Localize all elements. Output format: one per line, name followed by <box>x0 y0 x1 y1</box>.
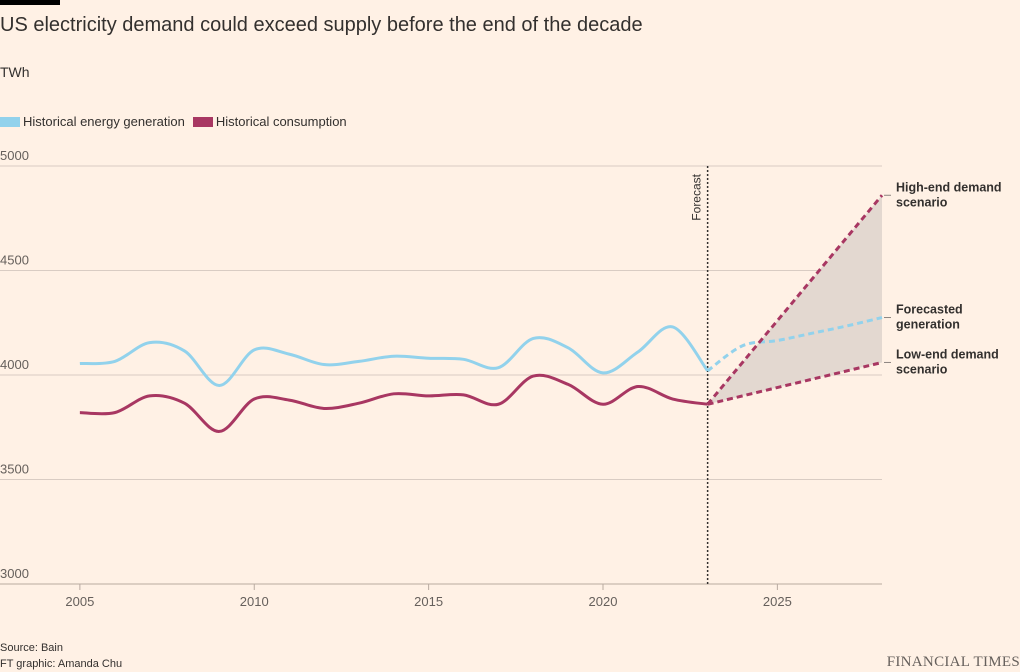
y-axis-unit: TWh <box>0 64 30 80</box>
y-tick-label: 5000 <box>0 148 29 163</box>
annotation-label: scenario <box>896 195 948 209</box>
ft-brand-logo: FINANCIAL TIMES <box>886 654 1020 670</box>
y-tick-label: 3000 <box>0 566 29 581</box>
annotation-label: scenario <box>896 362 948 376</box>
y-tick-label: 4500 <box>0 253 29 268</box>
series-line-historical-consumption <box>79 373 708 433</box>
legend-item-consumption: Historical consumption <box>192 114 347 129</box>
series-line-low-end-demand <box>707 361 883 406</box>
x-tick-label: 2025 <box>763 594 792 609</box>
x-tick-label: 2010 <box>240 594 269 609</box>
annotation-label: Low-end demand <box>896 347 999 361</box>
x-tick-label: 2005 <box>65 594 94 609</box>
ft-top-bar <box>0 0 60 5</box>
legend-swatch-consumption <box>192 116 213 127</box>
y-tick-label: 4000 <box>0 357 29 372</box>
x-tick-label: 2015 <box>414 594 443 609</box>
chart-title: US electricity demand could exceed suppl… <box>0 14 643 36</box>
legend-label-consumption: Historical consumption <box>215 114 347 129</box>
legend-label-generation: Historical energy generation <box>23 114 185 129</box>
annotation-label: generation <box>896 318 960 332</box>
graphic-credit: FT graphic: Amanda Chu <box>0 658 123 670</box>
legend-swatch-generation <box>0 116 20 127</box>
legend-item-generation: Historical energy generation <box>0 114 185 129</box>
series-line-historical-generation <box>79 325 709 387</box>
forecast-label: Forecast <box>690 173 704 220</box>
series-line-forecasted-generation <box>706 316 883 373</box>
annotation-label: High-end demand <box>896 180 1002 194</box>
series-line-high-end-demand <box>706 194 884 406</box>
annotation-label: Forecasted <box>896 303 963 317</box>
y-tick-label: 3500 <box>0 462 29 477</box>
x-tick-label: 2020 <box>589 594 618 609</box>
chart-legend: Historical energy generation Historical … <box>0 114 355 129</box>
source-note: Source: Bain <box>0 642 63 654</box>
